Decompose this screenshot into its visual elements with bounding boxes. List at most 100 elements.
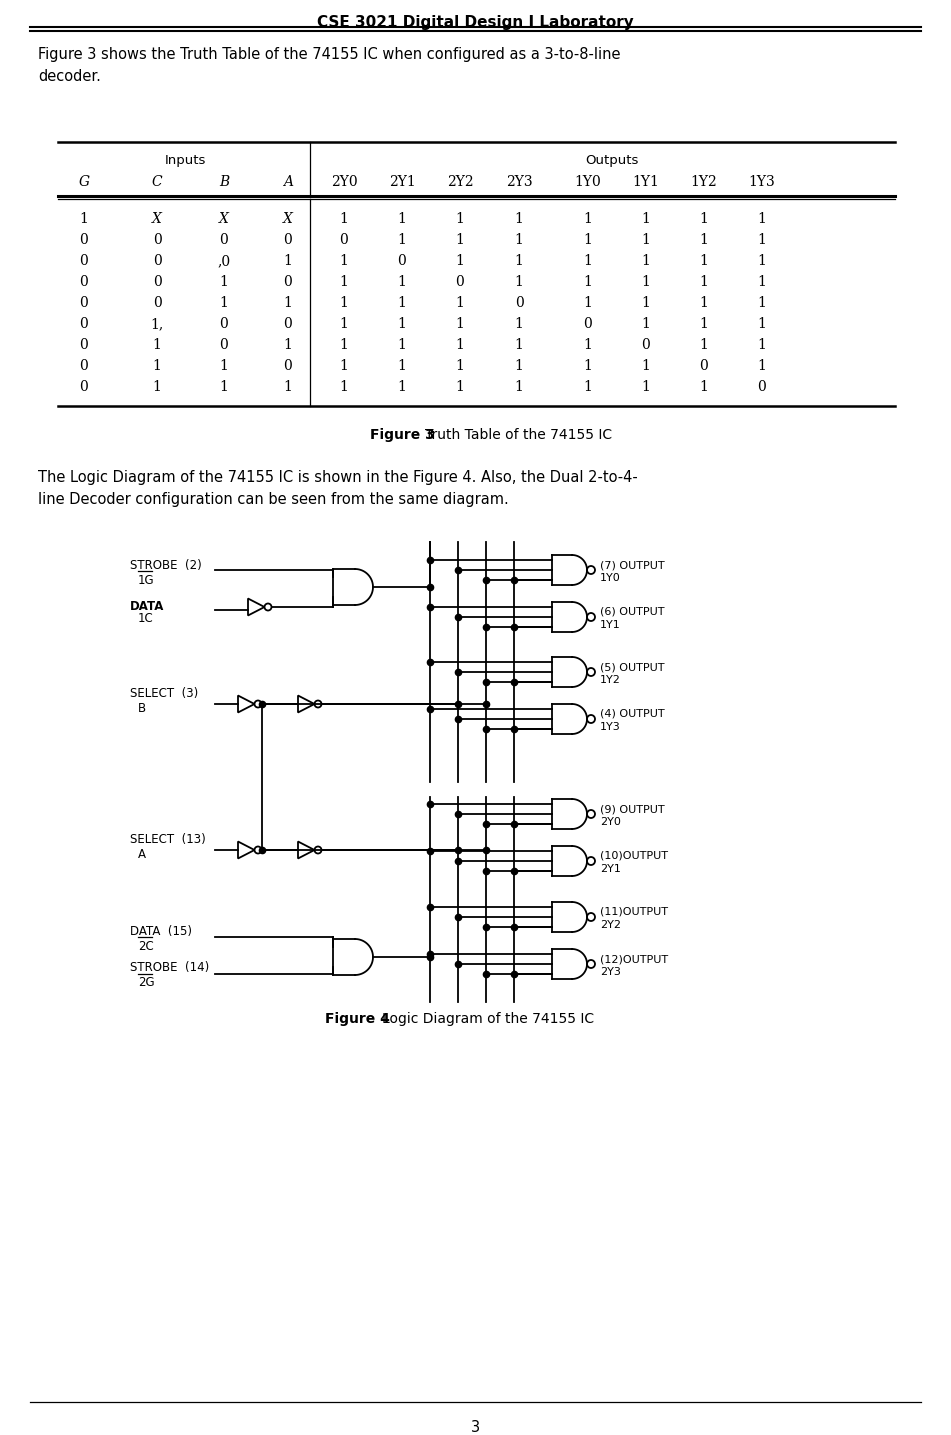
- Text: 0: 0: [220, 232, 228, 247]
- Text: 2Y2: 2Y2: [600, 920, 621, 930]
- Text: (10)OUTPUT: (10)OUTPUT: [600, 851, 668, 861]
- Text: (6) OUTPUT: (6) OUTPUT: [600, 607, 665, 617]
- Text: X: X: [283, 212, 293, 225]
- Text: 1: 1: [700, 254, 708, 268]
- Text: 1: 1: [584, 232, 592, 247]
- Text: 1: 1: [152, 339, 162, 352]
- Text: 1: 1: [700, 212, 708, 225]
- Text: Inputs: Inputs: [165, 154, 205, 166]
- Text: 0: 0: [80, 339, 88, 352]
- Text: 0: 0: [220, 339, 228, 352]
- Text: 0: 0: [80, 254, 88, 268]
- Text: 1: 1: [340, 212, 348, 225]
- Text: ,0: ,0: [218, 254, 230, 268]
- Text: 2Y2: 2Y2: [447, 175, 474, 189]
- Text: 0: 0: [152, 296, 162, 310]
- Text: 1: 1: [398, 339, 406, 352]
- Text: 1Y0: 1Y0: [600, 573, 621, 583]
- Text: 1: 1: [398, 296, 406, 310]
- Text: STROBE  (14): STROBE (14): [130, 961, 209, 974]
- Text: 1: 1: [340, 339, 348, 352]
- Text: 1: 1: [584, 254, 592, 268]
- Text: 1: 1: [456, 359, 464, 373]
- Text: 1: 1: [758, 212, 767, 225]
- Text: (11)OUTPUT: (11)OUTPUT: [600, 907, 668, 917]
- Text: 1: 1: [456, 232, 464, 247]
- Text: 1,: 1,: [150, 317, 164, 331]
- Text: 1: 1: [700, 380, 708, 395]
- Text: Outputs: Outputs: [585, 154, 639, 166]
- Text: 1: 1: [340, 276, 348, 288]
- Text: 0: 0: [456, 276, 464, 288]
- Text: B: B: [219, 175, 229, 189]
- Text: Figure 3: Figure 3: [370, 428, 435, 442]
- Text: 1: 1: [398, 232, 406, 247]
- Text: 0: 0: [152, 276, 162, 288]
- Text: 1: 1: [758, 254, 767, 268]
- Text: 0: 0: [584, 317, 592, 331]
- Text: G: G: [78, 175, 89, 189]
- Text: 2Y1: 2Y1: [600, 864, 621, 874]
- Text: 1: 1: [283, 339, 293, 352]
- Text: 1: 1: [152, 359, 162, 373]
- Text: SELECT  (13): SELECT (13): [130, 834, 205, 847]
- Text: (12)OUTPUT: (12)OUTPUT: [600, 954, 669, 964]
- Text: 1: 1: [642, 212, 650, 225]
- Text: 1: 1: [456, 380, 464, 395]
- Text: 1: 1: [642, 296, 650, 310]
- Text: 1: 1: [700, 339, 708, 352]
- Text: 1: 1: [80, 212, 88, 225]
- Text: 0: 0: [80, 232, 88, 247]
- Text: 1: 1: [642, 359, 650, 373]
- Text: 0: 0: [80, 380, 88, 395]
- Text: 1: 1: [584, 296, 592, 310]
- Text: A: A: [283, 175, 293, 189]
- Text: 1: 1: [398, 317, 406, 331]
- Text: 0: 0: [514, 296, 523, 310]
- Text: 1: 1: [220, 380, 228, 395]
- Text: A: A: [138, 848, 146, 861]
- Text: 1: 1: [584, 359, 592, 373]
- Text: SELECT  (3): SELECT (3): [130, 687, 198, 700]
- Text: 1Y2: 1Y2: [690, 175, 717, 189]
- Text: 2Y0: 2Y0: [600, 817, 621, 827]
- Text: (5) OUTPUT: (5) OUTPUT: [600, 662, 665, 672]
- Text: Figure 4: Figure 4: [325, 1012, 390, 1026]
- Text: 2Y3: 2Y3: [506, 175, 533, 189]
- Text: 0: 0: [283, 276, 292, 288]
- Text: CSE 3021 Digital Design I Laboratory: CSE 3021 Digital Design I Laboratory: [317, 14, 633, 30]
- Text: 1: 1: [642, 254, 650, 268]
- Text: 2Y1: 2Y1: [389, 175, 416, 189]
- Text: 1: 1: [340, 359, 348, 373]
- Text: 1: 1: [514, 339, 523, 352]
- Text: 1Y3: 1Y3: [748, 175, 775, 189]
- Text: 1G: 1G: [138, 574, 155, 587]
- Text: 1: 1: [283, 296, 293, 310]
- Text: 1: 1: [642, 317, 650, 331]
- Text: 2Y3: 2Y3: [600, 967, 621, 977]
- Text: C: C: [152, 175, 163, 189]
- Text: 0: 0: [152, 232, 162, 247]
- Text: 1: 1: [700, 296, 708, 310]
- Text: Truth Table of the 74155 IC: Truth Table of the 74155 IC: [425, 428, 612, 442]
- Text: The Logic Diagram of the 74155 IC is shown in the Figure 4. Also, the Dual 2-to-: The Logic Diagram of the 74155 IC is sho…: [38, 471, 638, 507]
- Text: 1: 1: [514, 276, 523, 288]
- Text: 2C: 2C: [138, 940, 154, 953]
- Text: 0: 0: [80, 276, 88, 288]
- Text: 1C: 1C: [138, 613, 154, 626]
- Text: DATA: DATA: [130, 600, 165, 613]
- Text: 1: 1: [514, 359, 523, 373]
- Text: 0: 0: [220, 317, 228, 331]
- Text: 1: 1: [700, 232, 708, 247]
- Text: 0: 0: [340, 232, 348, 247]
- Text: 1: 1: [220, 276, 228, 288]
- Text: 1Y2: 1Y2: [600, 674, 621, 684]
- Text: 1Y3: 1Y3: [600, 722, 621, 732]
- Text: 1: 1: [584, 380, 592, 395]
- Text: Logic Diagram of the 74155 IC: Logic Diagram of the 74155 IC: [382, 1012, 594, 1026]
- Text: 1: 1: [398, 380, 406, 395]
- Text: 1Y1: 1Y1: [600, 620, 621, 630]
- Text: 1: 1: [758, 339, 767, 352]
- Text: 1: 1: [152, 380, 162, 395]
- Text: 1: 1: [758, 232, 767, 247]
